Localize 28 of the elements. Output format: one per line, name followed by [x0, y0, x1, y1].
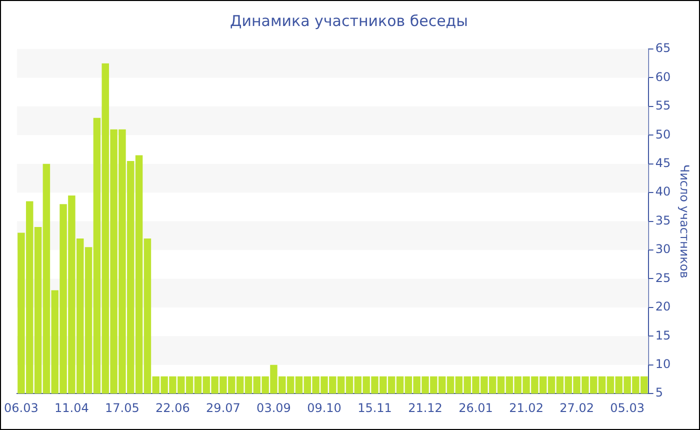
- x-tick-label: 06.03: [4, 400, 38, 415]
- x-tick-label: 27.02: [560, 400, 594, 415]
- y-tick-label: 50: [655, 127, 671, 142]
- x-tick-label: 03.09: [256, 400, 291, 415]
- y-tick-label: 45: [655, 156, 671, 170]
- x-tick-label: 11.04: [54, 400, 89, 415]
- x-tick-label: 21.12: [408, 400, 442, 415]
- y-tick-label: 55: [655, 98, 671, 113]
- y-tick-label: 20: [655, 300, 671, 314]
- y-tick-label: 5: [655, 386, 663, 400]
- y-tick-label: 25: [655, 270, 671, 285]
- x-tick-label: 29.07: [206, 400, 240, 415]
- y-tick-label: 65: [655, 41, 671, 56]
- y-axis-title: Число участников: [678, 164, 692, 278]
- chart-title: Динамика участников беседы: [230, 12, 468, 30]
- y-tick-label: 40: [655, 184, 671, 199]
- y-tick-label: 30: [655, 242, 671, 256]
- x-tick-label: 15.11: [358, 400, 392, 415]
- y-tick-label: 60: [655, 70, 671, 84]
- x-tick-label: 09.10: [307, 400, 342, 415]
- y-tick-label: 15: [655, 328, 671, 342]
- x-tick-label: 17.05: [105, 400, 140, 415]
- y-tick-label: 35: [655, 213, 671, 228]
- x-tick-label: 21.02: [509, 400, 544, 415]
- x-tick-label: 22.06: [156, 400, 190, 415]
- y-tick-label: 10: [655, 357, 671, 372]
- x-tick-label: 26.01: [458, 400, 493, 415]
- x-tick-label: 05.03: [610, 400, 644, 415]
